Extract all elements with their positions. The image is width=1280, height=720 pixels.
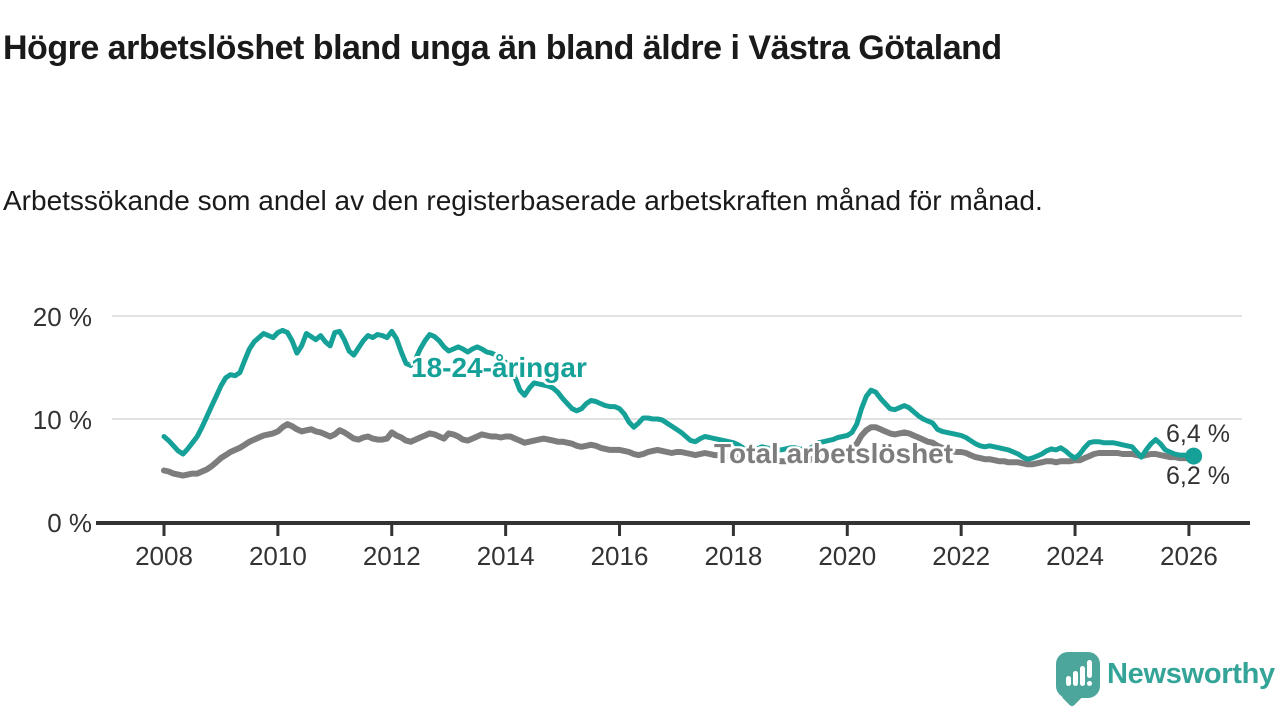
chart-subtitle: Arbetssökande som andel av den registerb… <box>3 185 1043 216</box>
chart-header: Högre arbetslöshet bland unga än bland ä… <box>3 26 1203 70</box>
x-tick-label: 2016 <box>590 541 649 571</box>
logo-bar-chart-icon <box>1073 671 1078 686</box>
x-tick-label: 2008 <box>135 541 193 571</box>
y-tick-label: 20 % <box>32 302 92 332</box>
series-label-total: Total arbetslöshet <box>714 438 954 469</box>
end-value-label-young: 6,4 % <box>1166 420 1230 448</box>
x-tick-label: 2018 <box>704 541 763 571</box>
series-end-dot <box>1185 447 1203 465</box>
logo-exclamation-dot-icon <box>1087 681 1092 686</box>
x-tick-label: 2014 <box>476 541 535 571</box>
y-tick-label: 0 % <box>47 508 92 538</box>
logo-bar-chart-icon <box>1080 666 1085 686</box>
logo-exclamation-icon <box>1087 660 1092 678</box>
logo-wordmark: Newsworthy <box>1107 658 1275 690</box>
chart-title: Högre arbetslöshet bland unga än bland ä… <box>3 29 1002 67</box>
newsworthy-logo: Newsworthy <box>1053 650 1278 712</box>
series-label-young: 18-24-åringar <box>411 352 587 383</box>
x-tick-label: 2010 <box>248 541 307 571</box>
x-tick-label: 2012 <box>362 541 421 571</box>
series-line-total <box>161 421 1197 479</box>
end-value-label-total: 6,2 % <box>1166 462 1230 490</box>
y-tick-label: 10 % <box>32 405 92 435</box>
logo-bar-chart-icon <box>1066 676 1071 686</box>
x-tick-label: 2020 <box>818 541 877 571</box>
x-tick-label: 2026 <box>1159 541 1218 571</box>
x-tick-label: 2022 <box>932 541 991 571</box>
series-line-young <box>161 327 1197 462</box>
x-tick-label: 2024 <box>1046 541 1104 571</box>
